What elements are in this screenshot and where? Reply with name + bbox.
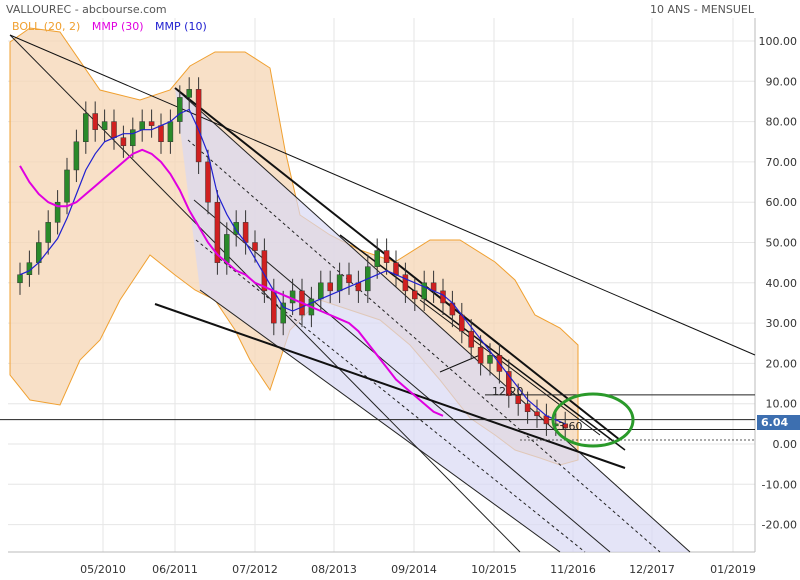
y-tick-label: 50.00 xyxy=(766,237,798,250)
channel-line xyxy=(174,87,691,553)
candle-body xyxy=(111,121,117,138)
annotations: 12.20 3.60 xyxy=(492,385,635,448)
candle-body xyxy=(45,222,51,243)
candle-body xyxy=(289,290,296,304)
candle-body xyxy=(186,89,192,98)
candle-body xyxy=(120,137,127,147)
annotation-support: 3.60 xyxy=(558,420,583,433)
y-tick-label: 60.00 xyxy=(766,196,798,209)
candle-body xyxy=(148,121,155,126)
x-tick-label: 12/2017 xyxy=(629,563,675,576)
candle-body xyxy=(402,274,409,292)
candle-body xyxy=(158,125,164,142)
x-tick-label: 01/2019 xyxy=(710,563,756,576)
x-tick-label: 06/2011 xyxy=(152,563,198,576)
highlight-ellipse xyxy=(551,392,635,448)
legend: BOLL (20, 2) MMP (30) MMP (10) xyxy=(12,20,215,33)
y-tick-label: 40.00 xyxy=(766,277,798,290)
candle-body xyxy=(233,222,239,235)
candle-body xyxy=(130,129,136,147)
trend-line xyxy=(439,354,481,373)
candle-body xyxy=(487,355,493,364)
candle-body xyxy=(515,395,521,404)
moving-averages xyxy=(19,108,566,425)
x-tick-label: 10/2015 xyxy=(471,563,517,576)
y-tick-label: -20.00 xyxy=(762,519,797,532)
candle-body xyxy=(534,411,540,417)
candle-body xyxy=(252,242,258,251)
candle-body xyxy=(205,161,211,203)
legend-mmp10: MMP (10) xyxy=(155,20,207,33)
candle-body xyxy=(271,290,277,324)
candle-body xyxy=(83,113,89,142)
y-axis: 100.00 90.00 80.00 70.00 60.00 50.00 40.00 30.0… xyxy=(759,35,798,532)
channel-line xyxy=(199,289,561,553)
candle-body xyxy=(177,97,183,122)
y-tick-label: 0.00 xyxy=(773,438,798,451)
legend-bollinger: BOLL (20, 2) xyxy=(12,20,81,33)
mmp30-line xyxy=(19,148,444,417)
candle-body xyxy=(336,274,343,292)
channel-line xyxy=(195,239,586,553)
candle-body xyxy=(393,262,399,275)
candle-body xyxy=(54,201,61,223)
y-tick-label: -10.00 xyxy=(762,478,797,491)
candle-body xyxy=(412,290,418,300)
chart-title: VALLOUREC - abcbourse.com xyxy=(6,3,167,16)
y-tick-label: 10.00 xyxy=(766,398,798,411)
candle-body xyxy=(383,250,390,263)
candle-body xyxy=(506,371,512,396)
candle-body xyxy=(421,282,427,300)
candle-body xyxy=(280,302,286,324)
legend-mmp30: MMP (30) xyxy=(91,20,144,33)
last-price-badge: 6.04 xyxy=(757,415,800,430)
candle-body xyxy=(224,234,230,263)
x-axis: 05/2010 06/2011 07/2012 08/2013 09/2014 10/20… xyxy=(80,563,756,576)
channel-line xyxy=(187,139,661,553)
candle-body xyxy=(139,121,145,130)
x-tick-label: 08/2013 xyxy=(311,563,357,576)
chart-period: 10 ANS - MENSUEL xyxy=(650,3,754,16)
trend-line xyxy=(419,299,601,436)
y-tick-label: 80.00 xyxy=(766,116,798,129)
x-tick-label: 09/2014 xyxy=(391,563,437,576)
trend-line xyxy=(154,303,626,469)
candle-body xyxy=(327,282,333,292)
candle-body xyxy=(167,121,174,142)
candle-body xyxy=(477,347,484,364)
annotation-resistance: 12.20 xyxy=(492,385,524,398)
candle-body xyxy=(318,282,324,300)
candle-body xyxy=(468,330,474,348)
trend-line xyxy=(9,34,756,356)
x-tick-label: 05/2010 xyxy=(80,563,126,576)
candle-body xyxy=(64,169,70,203)
candle-body xyxy=(101,121,108,130)
candle-body xyxy=(374,250,380,267)
mmp10-line xyxy=(19,108,566,425)
candle-body xyxy=(92,113,98,130)
y-tick-label: 20.00 xyxy=(766,357,798,370)
candle-body xyxy=(17,274,23,284)
y-tick-label: 100.00 xyxy=(759,35,798,48)
candles xyxy=(17,77,568,440)
x-tick-label: 11/2016 xyxy=(550,563,596,576)
x-tick-label: 07/2012 xyxy=(232,563,278,576)
y-tick-label: 70.00 xyxy=(766,156,798,169)
candle-body xyxy=(214,201,221,263)
y-tick-label: 30.00 xyxy=(766,317,798,330)
candle-body xyxy=(346,274,352,284)
y-tick-label: 90.00 xyxy=(766,75,798,88)
candle-body xyxy=(73,141,80,171)
candle-body xyxy=(524,403,531,413)
